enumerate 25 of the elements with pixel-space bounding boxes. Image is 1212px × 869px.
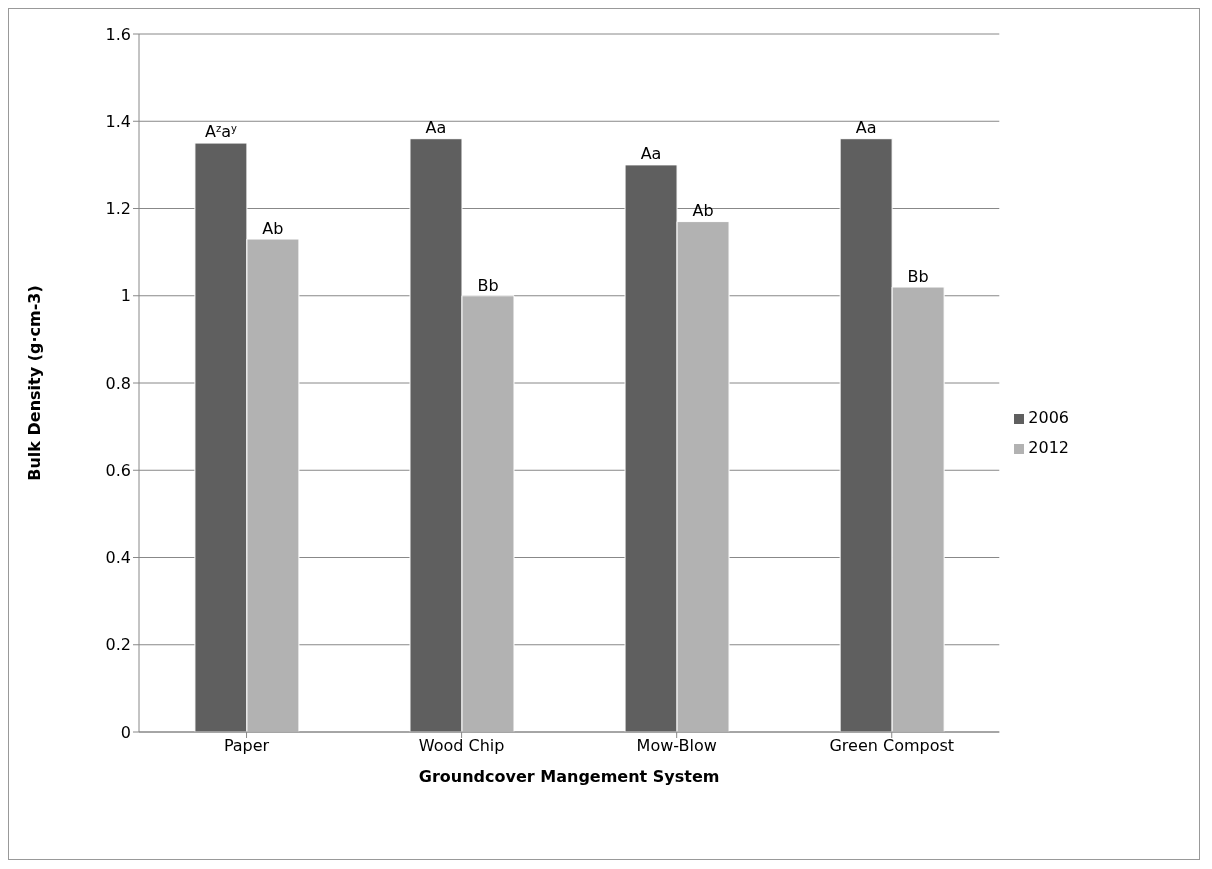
annotation: A$^{z}$a$^{y}$	[204, 122, 237, 142]
y-tick-label: 1.2	[105, 199, 131, 219]
y-tick-label: 0.8	[105, 373, 131, 393]
annotation: Aa	[425, 118, 447, 137]
x-tick-label: Mow-Blow	[636, 736, 717, 756]
annotation: Ab	[692, 201, 714, 221]
y-tick-label: 0	[120, 722, 131, 742]
x-tick-label: Paper	[223, 736, 270, 756]
x-axis-title: Groundcover Mangement System	[418, 767, 720, 786]
annotation: Aa	[855, 118, 877, 137]
y-tick-label: 0.4	[105, 548, 131, 568]
y-tick-label: 1.4	[105, 111, 131, 131]
y-tick-label: 1	[120, 286, 131, 306]
annotation: Bb	[907, 266, 929, 286]
annotation: Ab	[262, 218, 284, 238]
y-tick-label: 0.6	[105, 460, 131, 480]
annotation: Aa	[640, 144, 662, 164]
annotation: Bb	[477, 275, 499, 295]
y-tick-label: 1.6	[105, 24, 131, 44]
x-tick-label: Green Compost	[829, 736, 955, 756]
legend-label: 2006	[1028, 408, 1069, 427]
y-tick-label: 0.2	[105, 635, 131, 655]
legend-label: 2012	[1028, 438, 1069, 457]
y-axis-title: Bulk Density (g·cm-3)	[24, 285, 44, 481]
x-tick-label: Wood Chip	[418, 736, 505, 756]
